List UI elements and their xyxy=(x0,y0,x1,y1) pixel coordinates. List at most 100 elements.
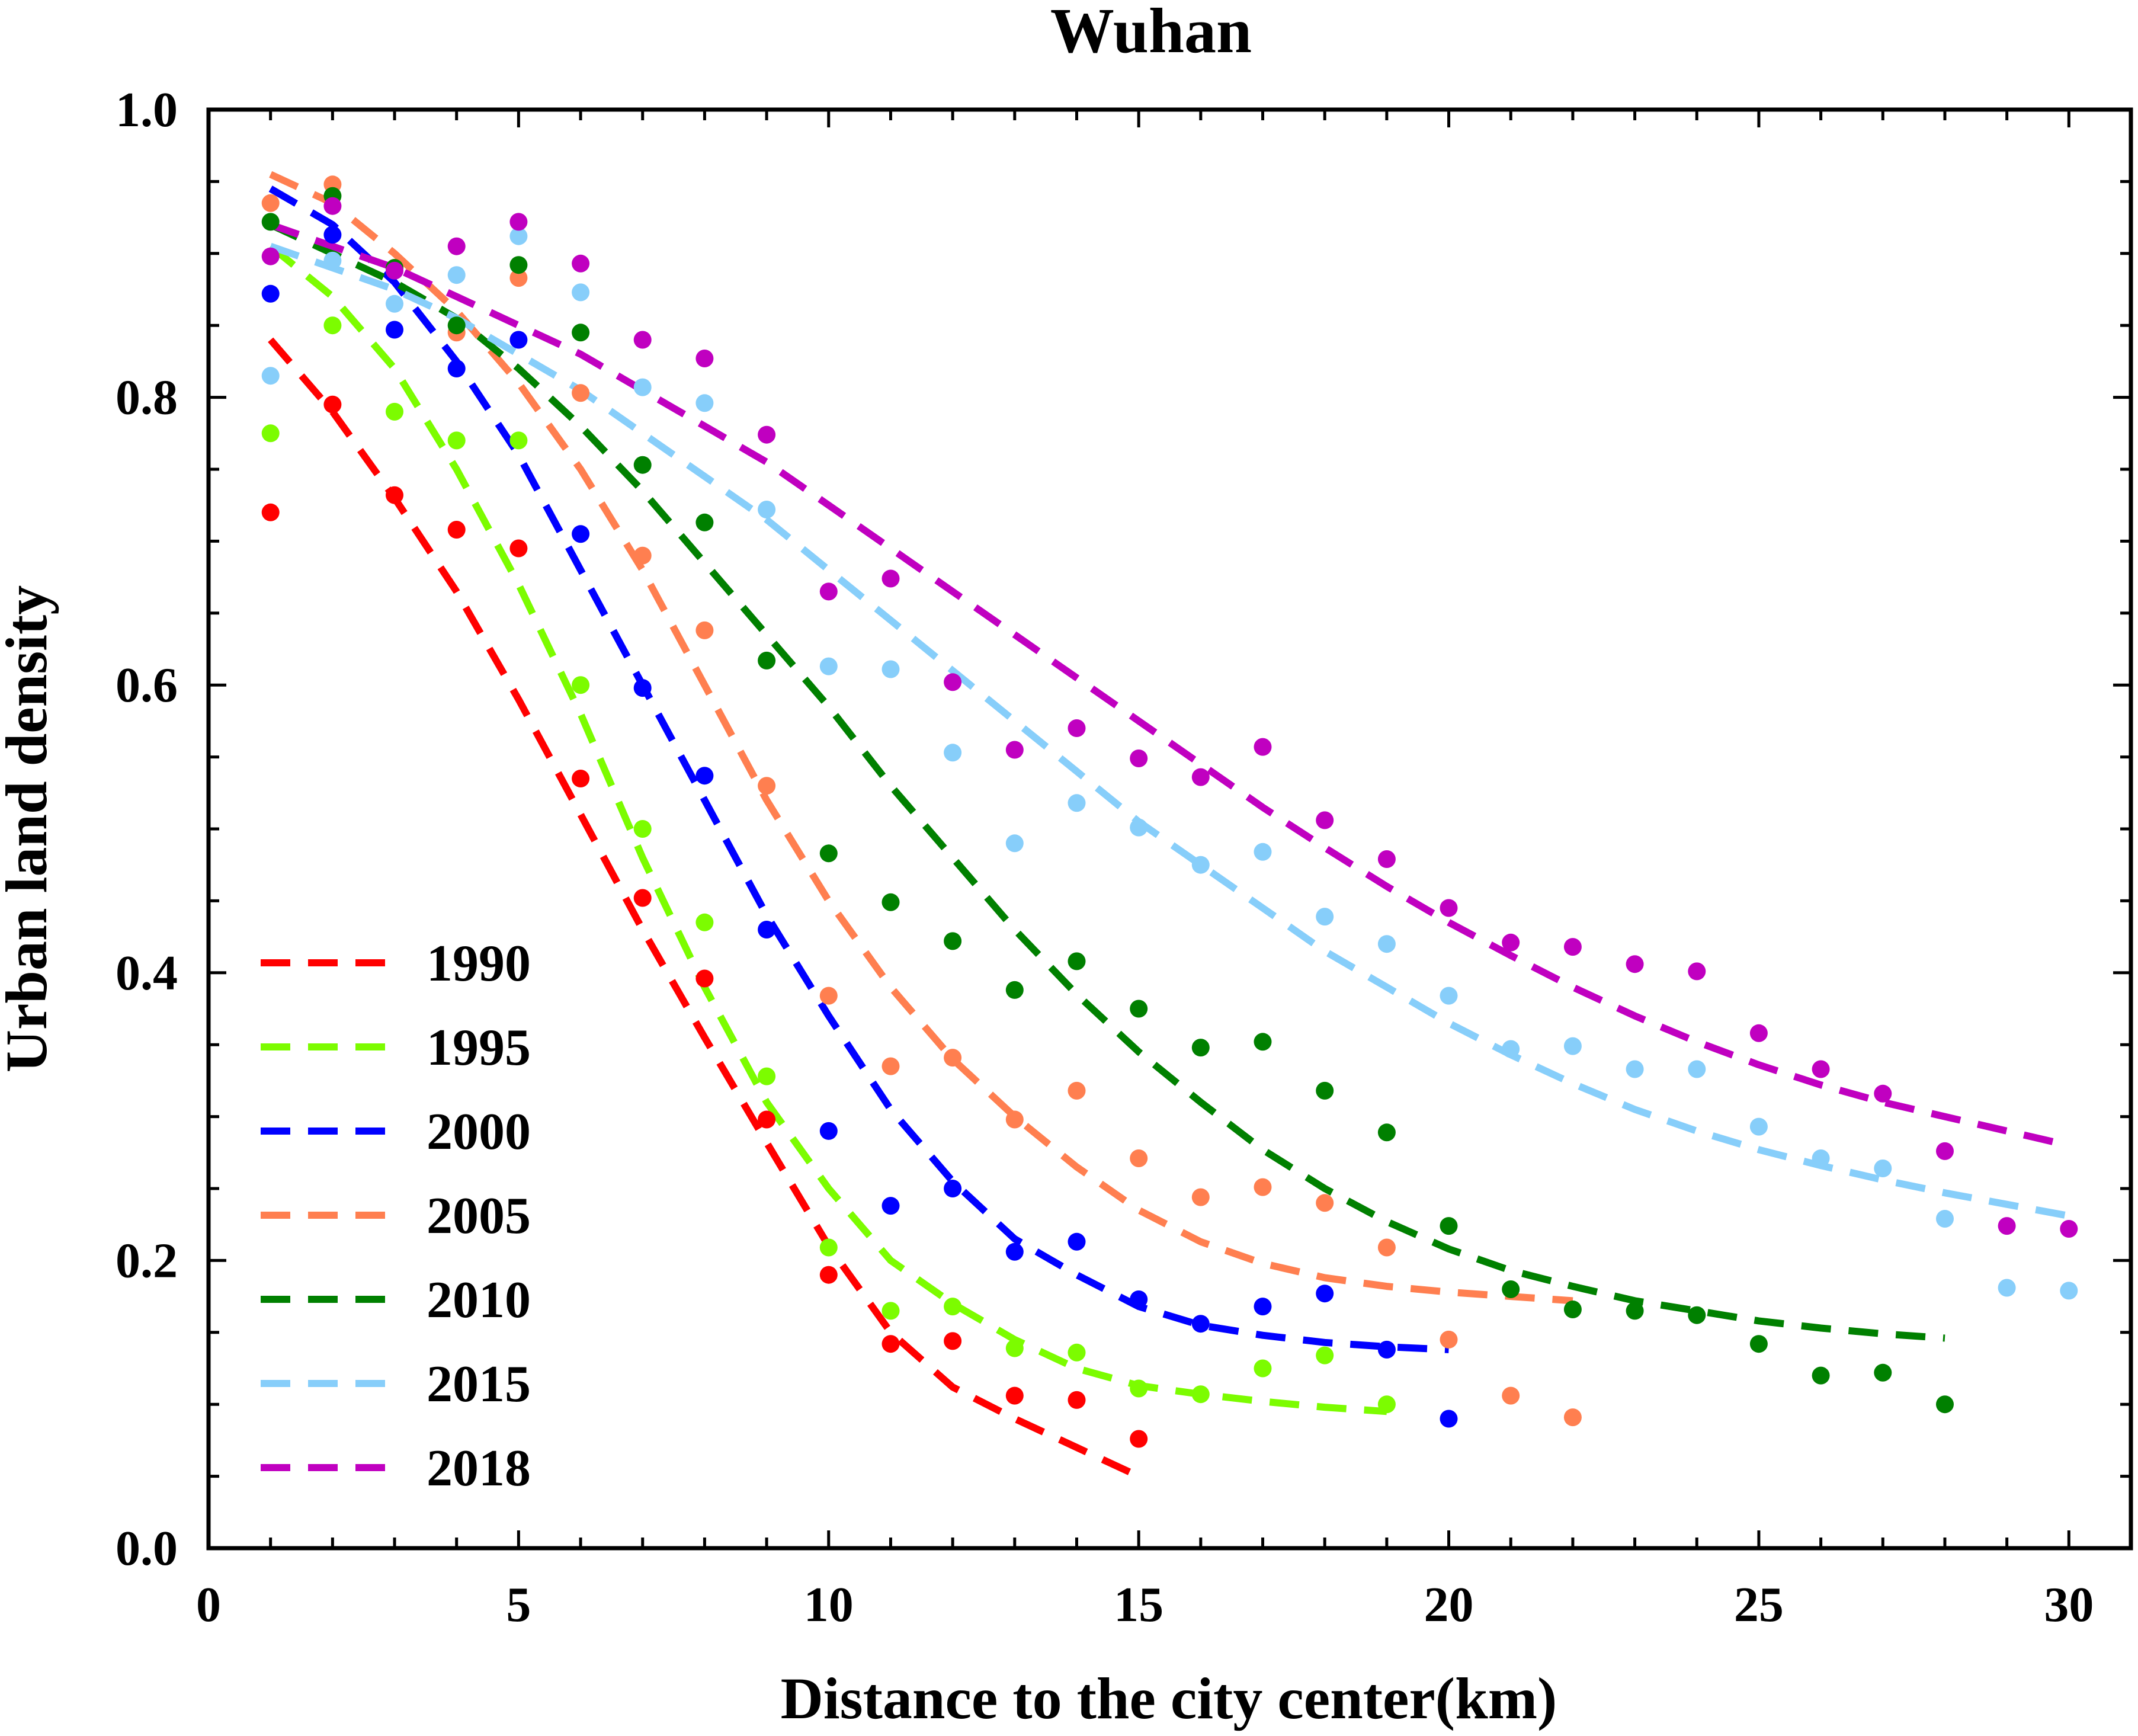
point-2010-23 xyxy=(1626,1302,1644,1320)
y-tick-label: 0.2 xyxy=(116,1233,178,1288)
point-2000-12 xyxy=(944,1180,962,1197)
point-1995-16 xyxy=(1191,1385,1210,1404)
point-2018-14 xyxy=(1068,719,1086,737)
point-2018-25 xyxy=(1749,1024,1768,1042)
point-1990-12 xyxy=(944,1332,962,1350)
point-2005-21 xyxy=(1502,1386,1520,1405)
point-2000-8 xyxy=(695,767,714,785)
point-2018-7 xyxy=(633,331,652,349)
point-2005-13 xyxy=(1005,1110,1024,1129)
point-2010-13 xyxy=(1005,981,1024,999)
point-2005-20 xyxy=(1440,1330,1458,1349)
point-2010-21 xyxy=(1502,1280,1520,1298)
fit-line-2015 xyxy=(269,243,2070,1219)
point-1995-7 xyxy=(633,820,652,838)
point-2010-19 xyxy=(1377,1123,1396,1142)
point-2010-4 xyxy=(447,316,466,335)
point-2005-15 xyxy=(1130,1149,1148,1167)
point-2015-15 xyxy=(1130,818,1148,837)
point-2010-22 xyxy=(1563,1301,1582,1318)
point-2000-20 xyxy=(1440,1410,1458,1428)
point-2018-1 xyxy=(261,247,280,265)
point-2015-11 xyxy=(882,660,900,678)
legend-label: 2000 xyxy=(427,1103,531,1161)
point-2018-9 xyxy=(758,425,776,444)
point-1995-5 xyxy=(509,431,528,450)
point-2005-9 xyxy=(758,777,776,795)
point-1990-1 xyxy=(261,503,280,521)
point-2010-9 xyxy=(758,651,776,670)
point-2010-1 xyxy=(261,213,280,231)
point-1990-7 xyxy=(633,889,652,907)
point-2018-2 xyxy=(323,197,342,215)
point-2000-5 xyxy=(509,331,528,349)
point-2015-26 xyxy=(1812,1149,1830,1167)
point-2015-4 xyxy=(447,266,466,284)
point-2005-17 xyxy=(1254,1178,1272,1196)
legend-item-2005: 2005 xyxy=(261,1187,531,1245)
point-2018-28 xyxy=(1936,1142,1954,1160)
point-2018-19 xyxy=(1377,850,1396,868)
point-2005-6 xyxy=(572,384,590,402)
point-2015-7 xyxy=(633,378,652,396)
point-2018-15 xyxy=(1130,750,1148,767)
point-1995-2 xyxy=(323,316,342,335)
x-tick-label: 30 xyxy=(2044,1577,2094,1632)
legend-label: 2015 xyxy=(427,1356,531,1413)
point-2005-8 xyxy=(695,621,714,639)
point-2015-3 xyxy=(386,294,403,313)
y-tick-label: 0.6 xyxy=(116,658,178,713)
point-2018-10 xyxy=(819,582,838,601)
point-2010-26 xyxy=(1812,1366,1830,1385)
point-2010-11 xyxy=(882,893,900,911)
chart-title: Wuhan xyxy=(1050,0,1252,66)
point-2010-18 xyxy=(1316,1081,1334,1100)
point-1995-17 xyxy=(1254,1359,1272,1378)
x-tick-label: 25 xyxy=(1734,1577,1784,1632)
fit-line-2018 xyxy=(269,221,2070,1149)
point-2010-27 xyxy=(1874,1363,1892,1382)
fit-lines xyxy=(268,171,2070,1480)
point-2018-4 xyxy=(447,237,466,255)
point-2018-13 xyxy=(1005,741,1024,759)
legend-item-2010: 2010 xyxy=(261,1271,531,1329)
point-2010-25 xyxy=(1749,1335,1768,1353)
point-1990-8 xyxy=(695,969,714,988)
point-2018-3 xyxy=(386,261,403,280)
point-2005-10 xyxy=(819,986,838,1005)
point-2010-17 xyxy=(1254,1033,1272,1051)
point-1990-10 xyxy=(819,1266,838,1284)
point-2010-28 xyxy=(1936,1395,1954,1414)
fit-line-1990 xyxy=(268,337,1140,1480)
x-tick-label: 20 xyxy=(1424,1577,1474,1632)
point-1990-6 xyxy=(572,770,590,787)
point-2018-20 xyxy=(1440,899,1458,917)
legend-label: 2005 xyxy=(427,1187,531,1245)
point-2005-18 xyxy=(1316,1194,1334,1212)
point-2015-20 xyxy=(1440,986,1458,1005)
point-2000-11 xyxy=(882,1197,900,1215)
fit-line-2010 xyxy=(269,221,1945,1342)
x-tick-label: 0 xyxy=(196,1577,221,1632)
point-2000-1 xyxy=(261,284,280,303)
y-tick-label: 1.0 xyxy=(116,82,178,137)
point-2000-14 xyxy=(1068,1232,1086,1251)
point-2015-16 xyxy=(1191,856,1210,874)
point-2018-22 xyxy=(1563,938,1582,956)
point-2018-17 xyxy=(1254,738,1272,756)
point-2018-29 xyxy=(1998,1217,2016,1235)
legend: 1990 1995 2000 2005 2010 2015 2018 xyxy=(261,935,531,1497)
point-1995-6 xyxy=(572,676,590,694)
point-2015-22 xyxy=(1563,1037,1582,1055)
point-2018-16 xyxy=(1191,768,1210,786)
point-1995-14 xyxy=(1068,1343,1086,1362)
point-2018-21 xyxy=(1502,933,1520,952)
point-1995-1 xyxy=(261,424,280,443)
point-2015-30 xyxy=(2060,1282,2078,1300)
point-2000-2 xyxy=(323,226,342,244)
point-2000-6 xyxy=(572,525,590,543)
point-2015-2 xyxy=(323,251,342,270)
point-1990-5 xyxy=(509,539,528,558)
point-1995-13 xyxy=(1005,1339,1024,1357)
